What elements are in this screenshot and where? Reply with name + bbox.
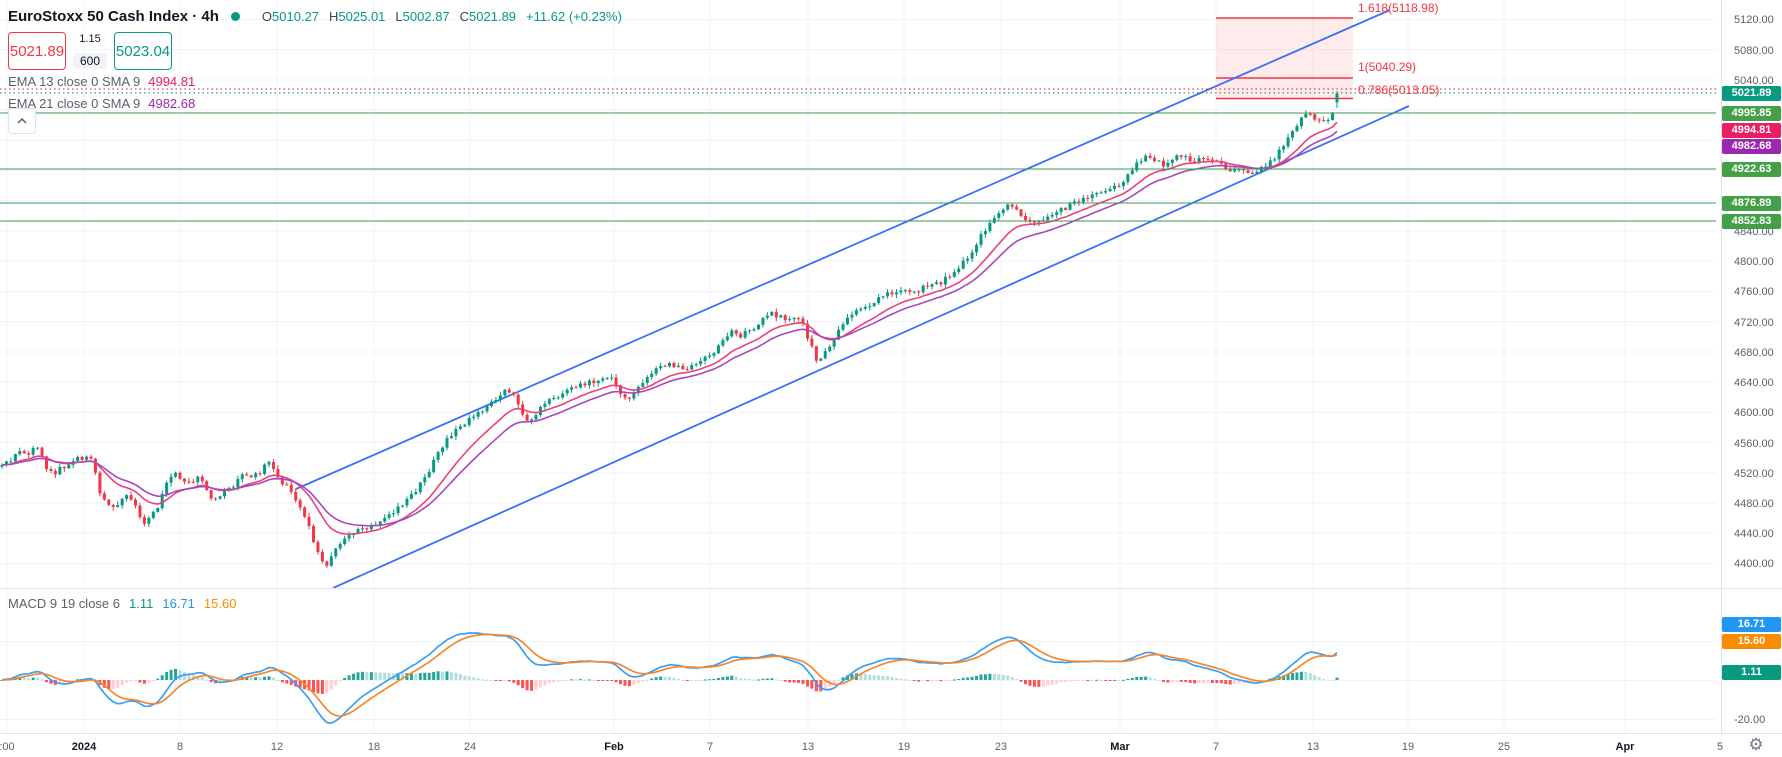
svg-text:23: 23 (995, 741, 1007, 753)
indicator-row-ema13[interactable]: EMA 13 close 0 SMA 9 4994.81 (8, 71, 622, 92)
close-label: C (459, 8, 470, 24)
svg-text:4840.00: 4840.00 (1734, 226, 1774, 238)
high-value: 5025.01 (338, 8, 386, 24)
ema21-label: EMA 21 close 0 SMA 9 (8, 96, 141, 111)
price-axis[interactable]: 5120.00 5080.00 5040.00 4840.00 4800.00 4760.… (1734, 14, 1774, 726)
low-label: L (395, 8, 403, 24)
fib-level-label: 0.786(5013.05) (1358, 83, 1440, 97)
buy-button[interactable]: 5023.04 (114, 32, 173, 70)
stream-status-icon (230, 11, 240, 21)
svg-text:19: 19 (898, 741, 910, 753)
symbol-title[interactable]: EuroStoxx 50 Cash Index · 4h (8, 7, 219, 25)
svg-text:4520.00: 4520.00 (1734, 468, 1774, 480)
low-value: 5002.87 (402, 8, 450, 24)
axis-badge: 1.11 (1722, 664, 1781, 680)
svg-text:7: 7 (707, 741, 713, 753)
svg-text:4400.00: 4400.00 (1734, 558, 1774, 570)
svg-text:4720.00: 4720.00 (1734, 317, 1774, 329)
support-resistance-lines[interactable] (0, 112, 1716, 222)
collapse-legend-button[interactable] (8, 108, 36, 134)
svg-text:4440.00: 4440.00 (1734, 528, 1774, 540)
svg-text:Feb: Feb (604, 741, 624, 753)
svg-text:8: 8 (177, 741, 183, 753)
svg-text:4480.00: 4480.00 (1734, 498, 1774, 510)
svg-text:4800.00: 4800.00 (1734, 256, 1774, 268)
axis-badge: 4922.63 (1722, 161, 1781, 177)
svg-text:4600.00: 4600.00 (1734, 407, 1774, 419)
svg-text:24: 24 (464, 741, 476, 753)
svg-text:5: 5 (1717, 741, 1723, 753)
axis-badge: 16.71 (1722, 616, 1781, 632)
indicator-row-macd[interactable]: MACD 9 19 close 6 1.11 16.71 15.60 (8, 596, 236, 611)
svg-text:4560.00: 4560.00 (1734, 438, 1774, 450)
svg-text:13: 13 (1307, 741, 1319, 753)
time-axis[interactable]: :00 2024 8 12 18 24 Feb 7 13 19 23 Mar 7 13 19 25 Apr 5 (0, 741, 1723, 753)
candlestick-series (0, 91, 1339, 568)
svg-text:Apr: Apr (1616, 741, 1636, 753)
svg-text:5080.00: 5080.00 (1734, 45, 1774, 57)
high-label: H (329, 8, 339, 24)
macd-pane (0, 632, 1339, 724)
ema13-value: 4994.81 (148, 74, 196, 89)
fib-level-label: 1.618(5118.98) (1358, 1, 1439, 15)
svg-text:19: 19 (1402, 741, 1414, 753)
svg-text:25: 25 (1498, 741, 1510, 753)
svg-text:5120.00: 5120.00 (1734, 14, 1774, 26)
close-value: 5021.89 (469, 8, 517, 24)
axis-badge: 4995.85 (1722, 105, 1781, 121)
svg-text:13: 13 (802, 741, 814, 753)
symbol-legend: EuroStoxx 50 Cash Index · 4h O5010.27 H5… (8, 6, 622, 114)
axis-badge: 4982.68 (1722, 138, 1781, 154)
fib-extension-drawing[interactable] (1216, 17, 1353, 100)
spread-value: 1.15 (79, 33, 101, 45)
macd-label: MACD 9 19 close 6 (8, 596, 120, 611)
indicator-row-ema21[interactable]: EMA 21 close 0 SMA 9 4982.68 (8, 93, 622, 114)
axis-badge: 15.60 (1722, 633, 1781, 649)
pane-separators[interactable] (0, 0, 1782, 734)
open-value: 5010.27 (272, 8, 320, 24)
gridlines (0, 0, 1716, 733)
macd-signal-value: 15.60 (203, 596, 237, 611)
macd-line-value: 16.71 (162, 596, 195, 611)
axis-badge: 5021.89 (1722, 85, 1781, 101)
svg-text:4680.00: 4680.00 (1734, 347, 1774, 359)
ema13-label: EMA 13 close 0 SMA 9 (8, 74, 141, 89)
axis-badge: 4994.81 (1722, 122, 1781, 138)
svg-text:2024: 2024 (72, 741, 97, 753)
svg-text:12: 12 (271, 741, 283, 753)
svg-text:-20.00: -20.00 (1734, 714, 1765, 726)
ema21-value: 4982.68 (148, 96, 196, 111)
svg-text::00: :00 (0, 741, 15, 753)
ema-overlays (1, 121, 1338, 535)
timezone-settings-gear-icon[interactable]: ⚙ (1748, 735, 1764, 754)
svg-text:5040.00: 5040.00 (1734, 75, 1774, 87)
svg-text:4760.00: 4760.00 (1734, 286, 1774, 298)
ohlc-values: O5010.27 H5025.01 L5002.87 C5021.89 +11.… (262, 9, 622, 24)
order-widget: 5021.89 1.15 600 5023.04 (8, 32, 622, 70)
quantity-field[interactable]: 600 (73, 53, 108, 69)
fib-level-label: 1(5040.29) (1358, 60, 1417, 74)
change-value: +11.62 (+0.23%) (526, 8, 622, 24)
svg-text:Mar: Mar (1110, 741, 1130, 753)
sell-button[interactable]: 5021.89 (8, 32, 66, 70)
axis-badge: 4852.83 (1722, 213, 1781, 229)
svg-text:7: 7 (1213, 741, 1219, 753)
chevron-up-icon (17, 118, 27, 124)
svg-text:4640.00: 4640.00 (1734, 377, 1774, 389)
axis-badge: 4876.89 (1722, 195, 1781, 211)
svg-text:18: 18 (368, 741, 380, 753)
open-label: O (261, 8, 273, 24)
macd-hist-value: 1.11 (129, 596, 154, 611)
